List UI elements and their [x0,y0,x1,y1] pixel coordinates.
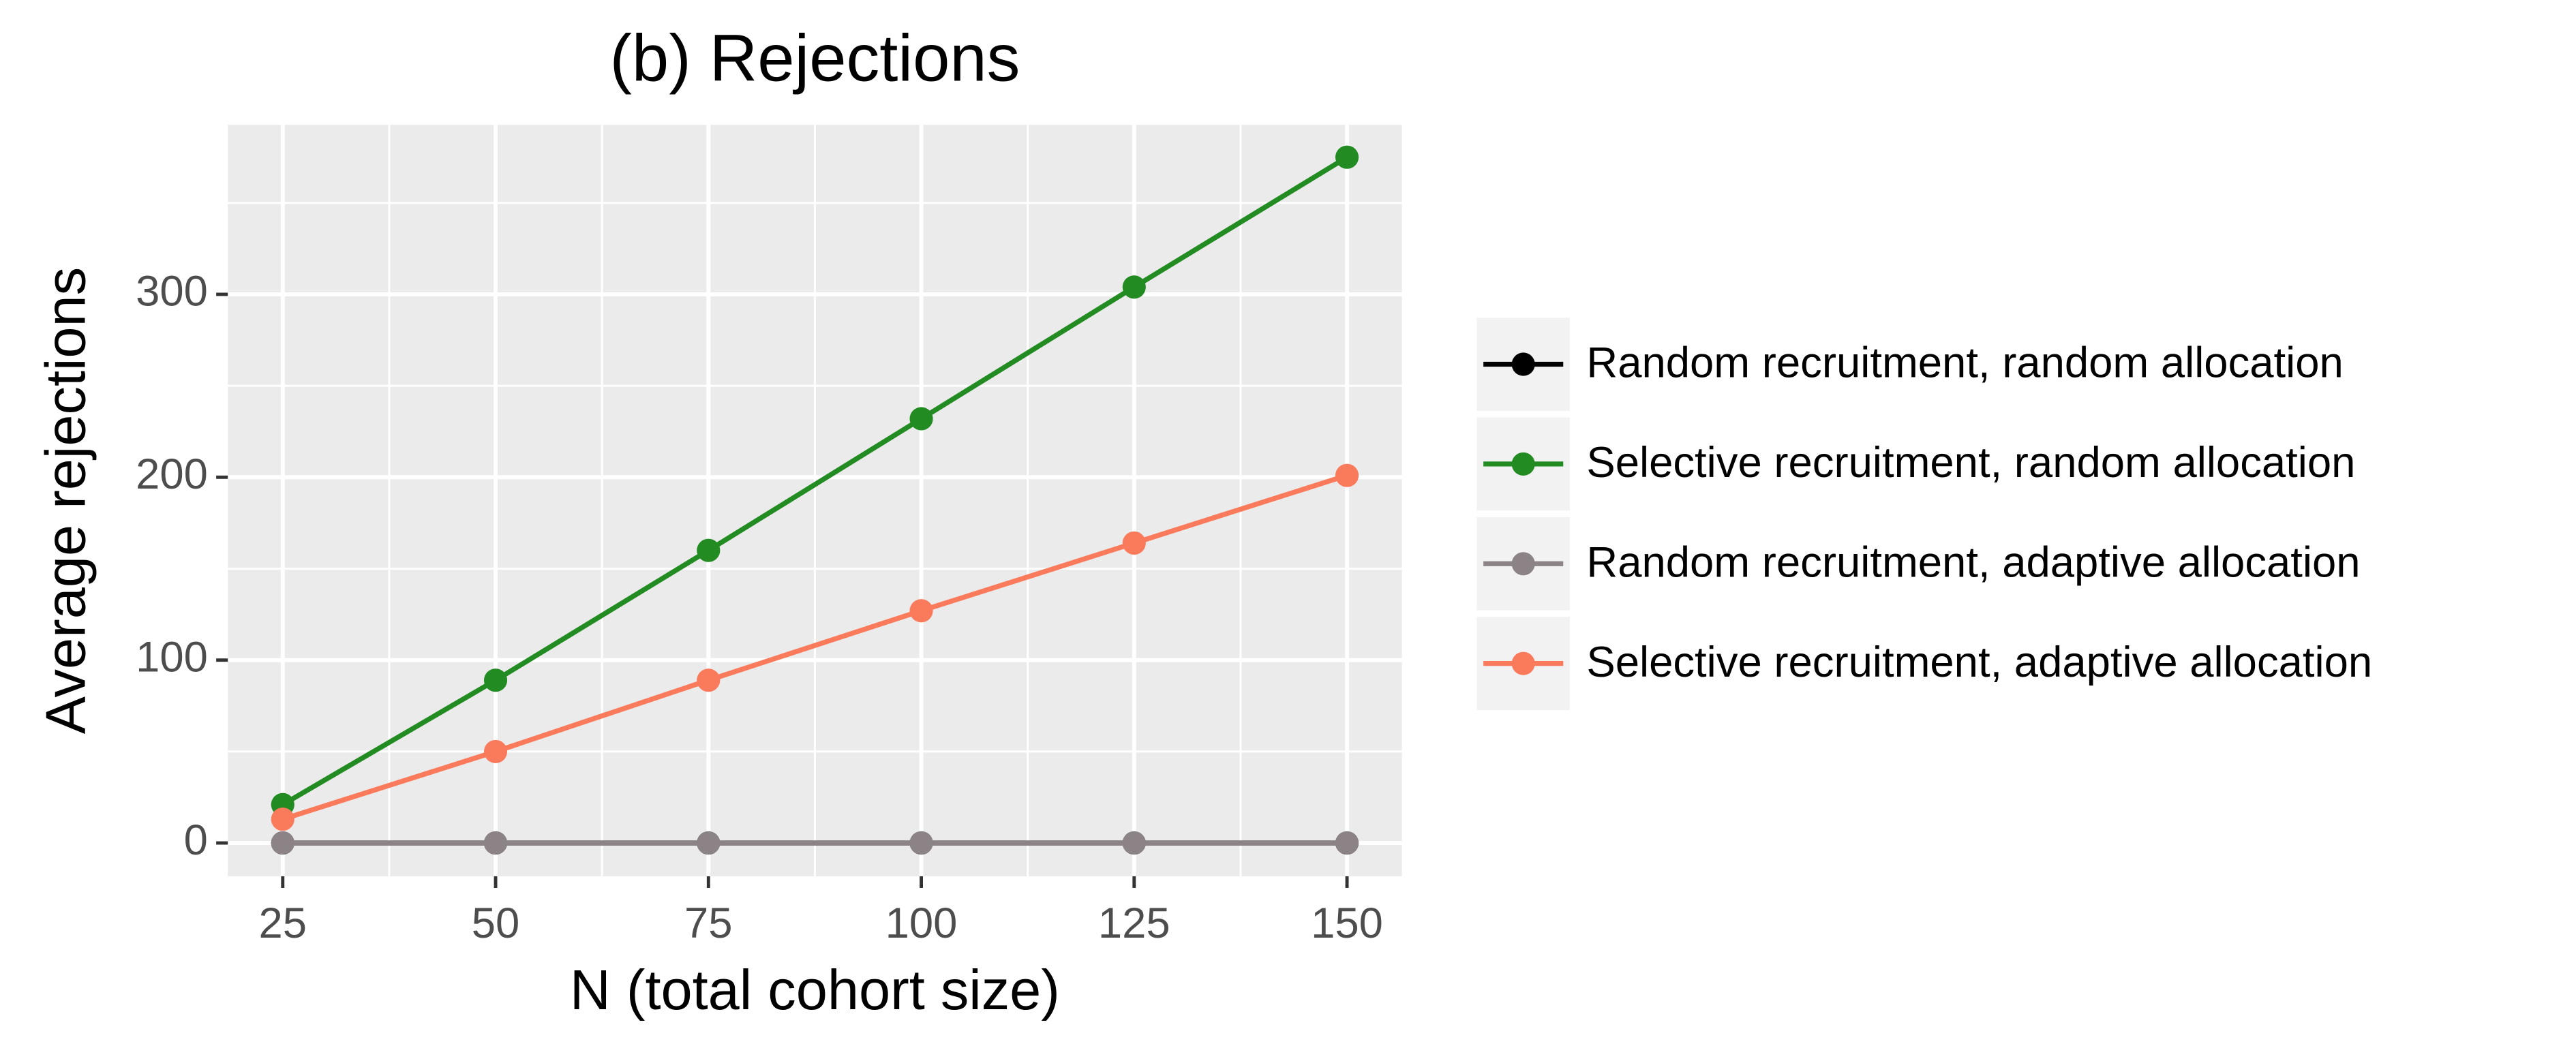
legend-key-point [1511,452,1535,476]
data-point [483,831,508,855]
data-point [1122,531,1146,555]
data-point [909,831,933,855]
y-tick-label: 200 [136,450,208,498]
data-point [1335,831,1359,855]
y-tick-label: 300 [136,268,208,316]
y-tick-label: 100 [136,633,208,681]
legend-key-point [1511,651,1535,675]
legend-label: Random recruitment, random allocation [1586,339,2343,387]
chart-title: (b) Rejections [609,21,1020,95]
data-point [909,407,933,431]
series-line [282,473,1348,822]
data-point [697,831,721,855]
y-tick-label: 0 [184,816,208,864]
data-point [697,668,721,692]
data-point [483,739,508,763]
x-tick-label: 150 [1311,899,1383,947]
data-point [1335,145,1359,169]
legend-key-point [1511,352,1535,376]
data-point [271,831,294,855]
legend-label: Selective recruitment, adaptive allocati… [1586,639,2372,686]
data-point [1335,463,1359,487]
legend-key-point [1511,552,1535,576]
data-point [271,807,294,831]
y-axis-title: Average rejections [33,267,97,734]
x-tick-label: 75 [684,899,733,947]
x-tick-label: 25 [259,899,307,947]
data-point [483,668,508,692]
legend-label: Selective recruitment, random allocation [1586,439,2355,487]
data-point [1122,275,1146,299]
x-tick-label: 50 [472,899,520,947]
x-tick-label: 125 [1098,899,1170,947]
series-line [281,155,1348,807]
x-tick-label: 100 [885,899,958,947]
data-point [1122,831,1146,855]
x-axis-title: N (total cohort size) [570,958,1060,1021]
data-point [909,599,933,623]
legend-label: Random recruitment, adaptive allocation [1586,538,2360,586]
data-point [697,538,721,562]
